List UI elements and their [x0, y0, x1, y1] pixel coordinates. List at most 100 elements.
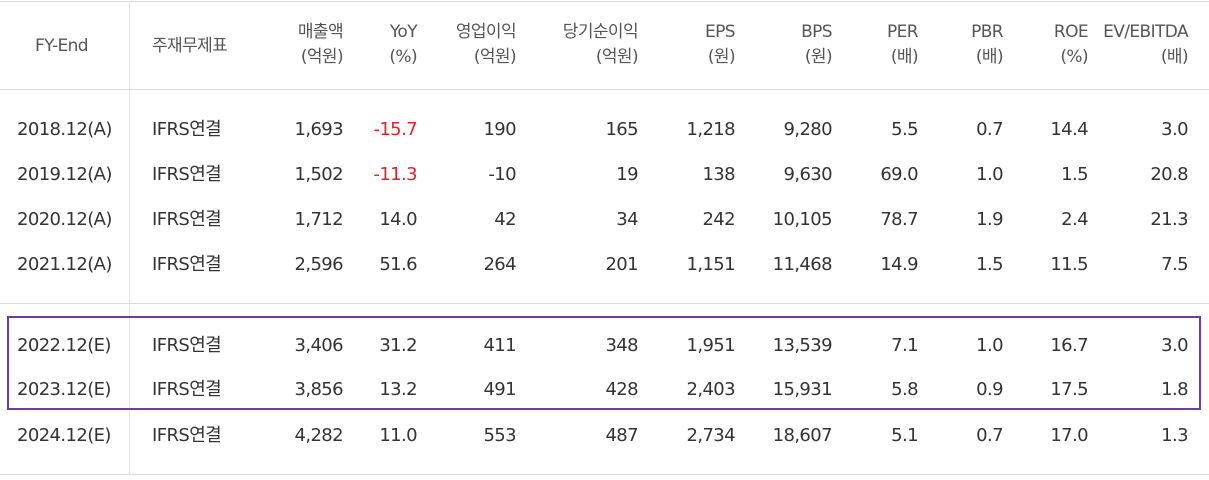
value-cell: 11.0	[379, 425, 417, 446]
table-row: 2018.12(A) IFRS연결 1,693 -15.7 190 165 1,218 9,2…	[0, 110, 1209, 150]
fy-end-cell: 2019.12(A)	[17, 164, 112, 185]
header-col: 매출액 (억원)	[297, 22, 344, 67]
value-cell: 3.0	[1161, 335, 1188, 356]
value-cell: 5.5	[891, 119, 918, 140]
value-cell: -10	[488, 164, 516, 185]
value-cell: 0.7	[976, 119, 1003, 140]
table-row: 2022.12(E) IFRS연결 3,406 31.2 411 348 1,951 13,5…	[0, 326, 1209, 366]
estimate-highlight-box	[7, 316, 1201, 410]
value-cell: 7.1	[891, 335, 918, 356]
value-cell: 491	[483, 379, 516, 400]
value-cell: 5.1	[891, 425, 918, 446]
value-cell: 10,105	[772, 209, 833, 230]
statement-cell: IFRS연결	[152, 379, 222, 400]
value-cell: 14.4	[1050, 119, 1088, 140]
value-cell: 1.8	[1161, 379, 1188, 400]
value-cell: 15,931	[772, 379, 833, 400]
value-cell: 1,502	[294, 164, 343, 185]
header-bottom-border	[0, 89, 1209, 90]
value-cell: 1,151	[686, 254, 735, 275]
value-cell: 21.3	[1150, 209, 1188, 230]
statement-cell: IFRS연결	[152, 254, 222, 275]
table-row: 2019.12(A) IFRS연결 1,502 -11.3 -10 19 138 9,630 6…	[0, 155, 1209, 195]
header-col: 영업이익 (억원)	[455, 22, 517, 67]
value-cell: 264	[483, 254, 516, 275]
value-cell: 2,596	[294, 254, 343, 275]
value-cell: 11,468	[772, 254, 833, 275]
statement-cell: IFRS연결	[152, 335, 222, 356]
fy-end-cell: 2021.12(A)	[17, 254, 112, 275]
value-cell: 31.2	[379, 335, 417, 356]
header-col: PER (배)	[886, 22, 919, 67]
value-cell: -11.3	[373, 164, 417, 185]
value-cell: 0.9	[976, 379, 1003, 400]
column-divider	[129, 90, 130, 303]
value-cell: 1.5	[1061, 164, 1088, 185]
column-divider	[129, 1, 130, 89]
value-cell: 1,951	[686, 335, 735, 356]
value-cell: 11.5	[1050, 254, 1088, 275]
table-row: 2020.12(A) IFRS연결 1,712 14.0 42 34 242 10,105 78…	[0, 200, 1209, 240]
value-cell: 428	[605, 379, 638, 400]
header-fy-end: FY-End	[35, 36, 89, 56]
value-cell: 242	[702, 209, 735, 230]
statement-cell: IFRS연결	[152, 164, 222, 185]
table-row: 2024.12(E) IFRS연결 4,282 11.0 553 487 2,734 18,6…	[0, 416, 1209, 456]
column-divider	[129, 304, 130, 474]
fy-end-cell: 2022.12(E)	[17, 335, 111, 356]
value-cell: 9,630	[783, 164, 832, 185]
value-cell: -15.7	[373, 119, 417, 140]
value-cell: 2.4	[1061, 209, 1088, 230]
value-cell: 201	[605, 254, 638, 275]
statement-cell: IFRS연결	[152, 209, 222, 230]
header-col: EPS (원)	[705, 22, 736, 67]
header-col: PBR (배)	[971, 22, 1004, 67]
value-cell: 9,280	[783, 119, 832, 140]
value-cell: 69.0	[880, 164, 918, 185]
header-col: 당기순이익 (억원)	[562, 22, 639, 67]
value-cell: 1.3	[1161, 425, 1188, 446]
section-divider	[0, 303, 1209, 304]
value-cell: 1,712	[294, 209, 343, 230]
fy-end-cell: 2020.12(A)	[17, 209, 112, 230]
value-cell: 13.2	[379, 379, 417, 400]
fy-end-cell: 2023.12(E)	[17, 379, 111, 400]
value-cell: 1.0	[976, 335, 1003, 356]
value-cell: 78.7	[880, 209, 918, 230]
value-cell: 3,856	[294, 379, 343, 400]
value-cell: 487	[605, 425, 638, 446]
value-cell: 5.8	[891, 379, 918, 400]
table-row: 2021.12(A) IFRS연결 2,596 51.6 264 201 1,151 11,4…	[0, 245, 1209, 285]
value-cell: 7.5	[1161, 254, 1188, 275]
fy-end-cell: 2024.12(E)	[17, 425, 111, 446]
value-cell: 2,403	[686, 379, 735, 400]
value-cell: 138	[702, 164, 735, 185]
fy-end-cell: 2018.12(A)	[17, 119, 112, 140]
header-statement: 주재무제표	[152, 36, 228, 56]
statement-cell: IFRS연결	[152, 425, 222, 446]
value-cell: 18,607	[772, 425, 833, 446]
header-col: YoY (%)	[389, 22, 417, 67]
value-cell: 13,539	[772, 335, 833, 356]
value-cell: 16.7	[1050, 335, 1088, 356]
value-cell: 411	[483, 335, 516, 356]
value-cell: 3.0	[1161, 119, 1188, 140]
statement-cell: IFRS연결	[152, 119, 222, 140]
value-cell: 17.5	[1050, 379, 1088, 400]
table-row: 2023.12(E) IFRS연결 3,856 13.2 491 428 2,403 15,9…	[0, 370, 1209, 410]
table-bottom-border	[0, 474, 1209, 475]
value-cell: 1.5	[976, 254, 1003, 275]
value-cell: 4,282	[294, 425, 343, 446]
value-cell: 3,406	[294, 335, 343, 356]
header-col: ROE (%)	[1053, 22, 1089, 67]
header-col: BPS (원)	[801, 22, 833, 67]
value-cell: 2,734	[686, 425, 735, 446]
value-cell: 20.8	[1150, 164, 1188, 185]
table-top-border	[0, 1, 1209, 2]
header-col: EV/EBITDA (배)	[1103, 22, 1189, 67]
value-cell: 51.6	[379, 254, 417, 275]
value-cell: 553	[483, 425, 516, 446]
value-cell: 1.0	[976, 164, 1003, 185]
value-cell: 19	[616, 164, 638, 185]
